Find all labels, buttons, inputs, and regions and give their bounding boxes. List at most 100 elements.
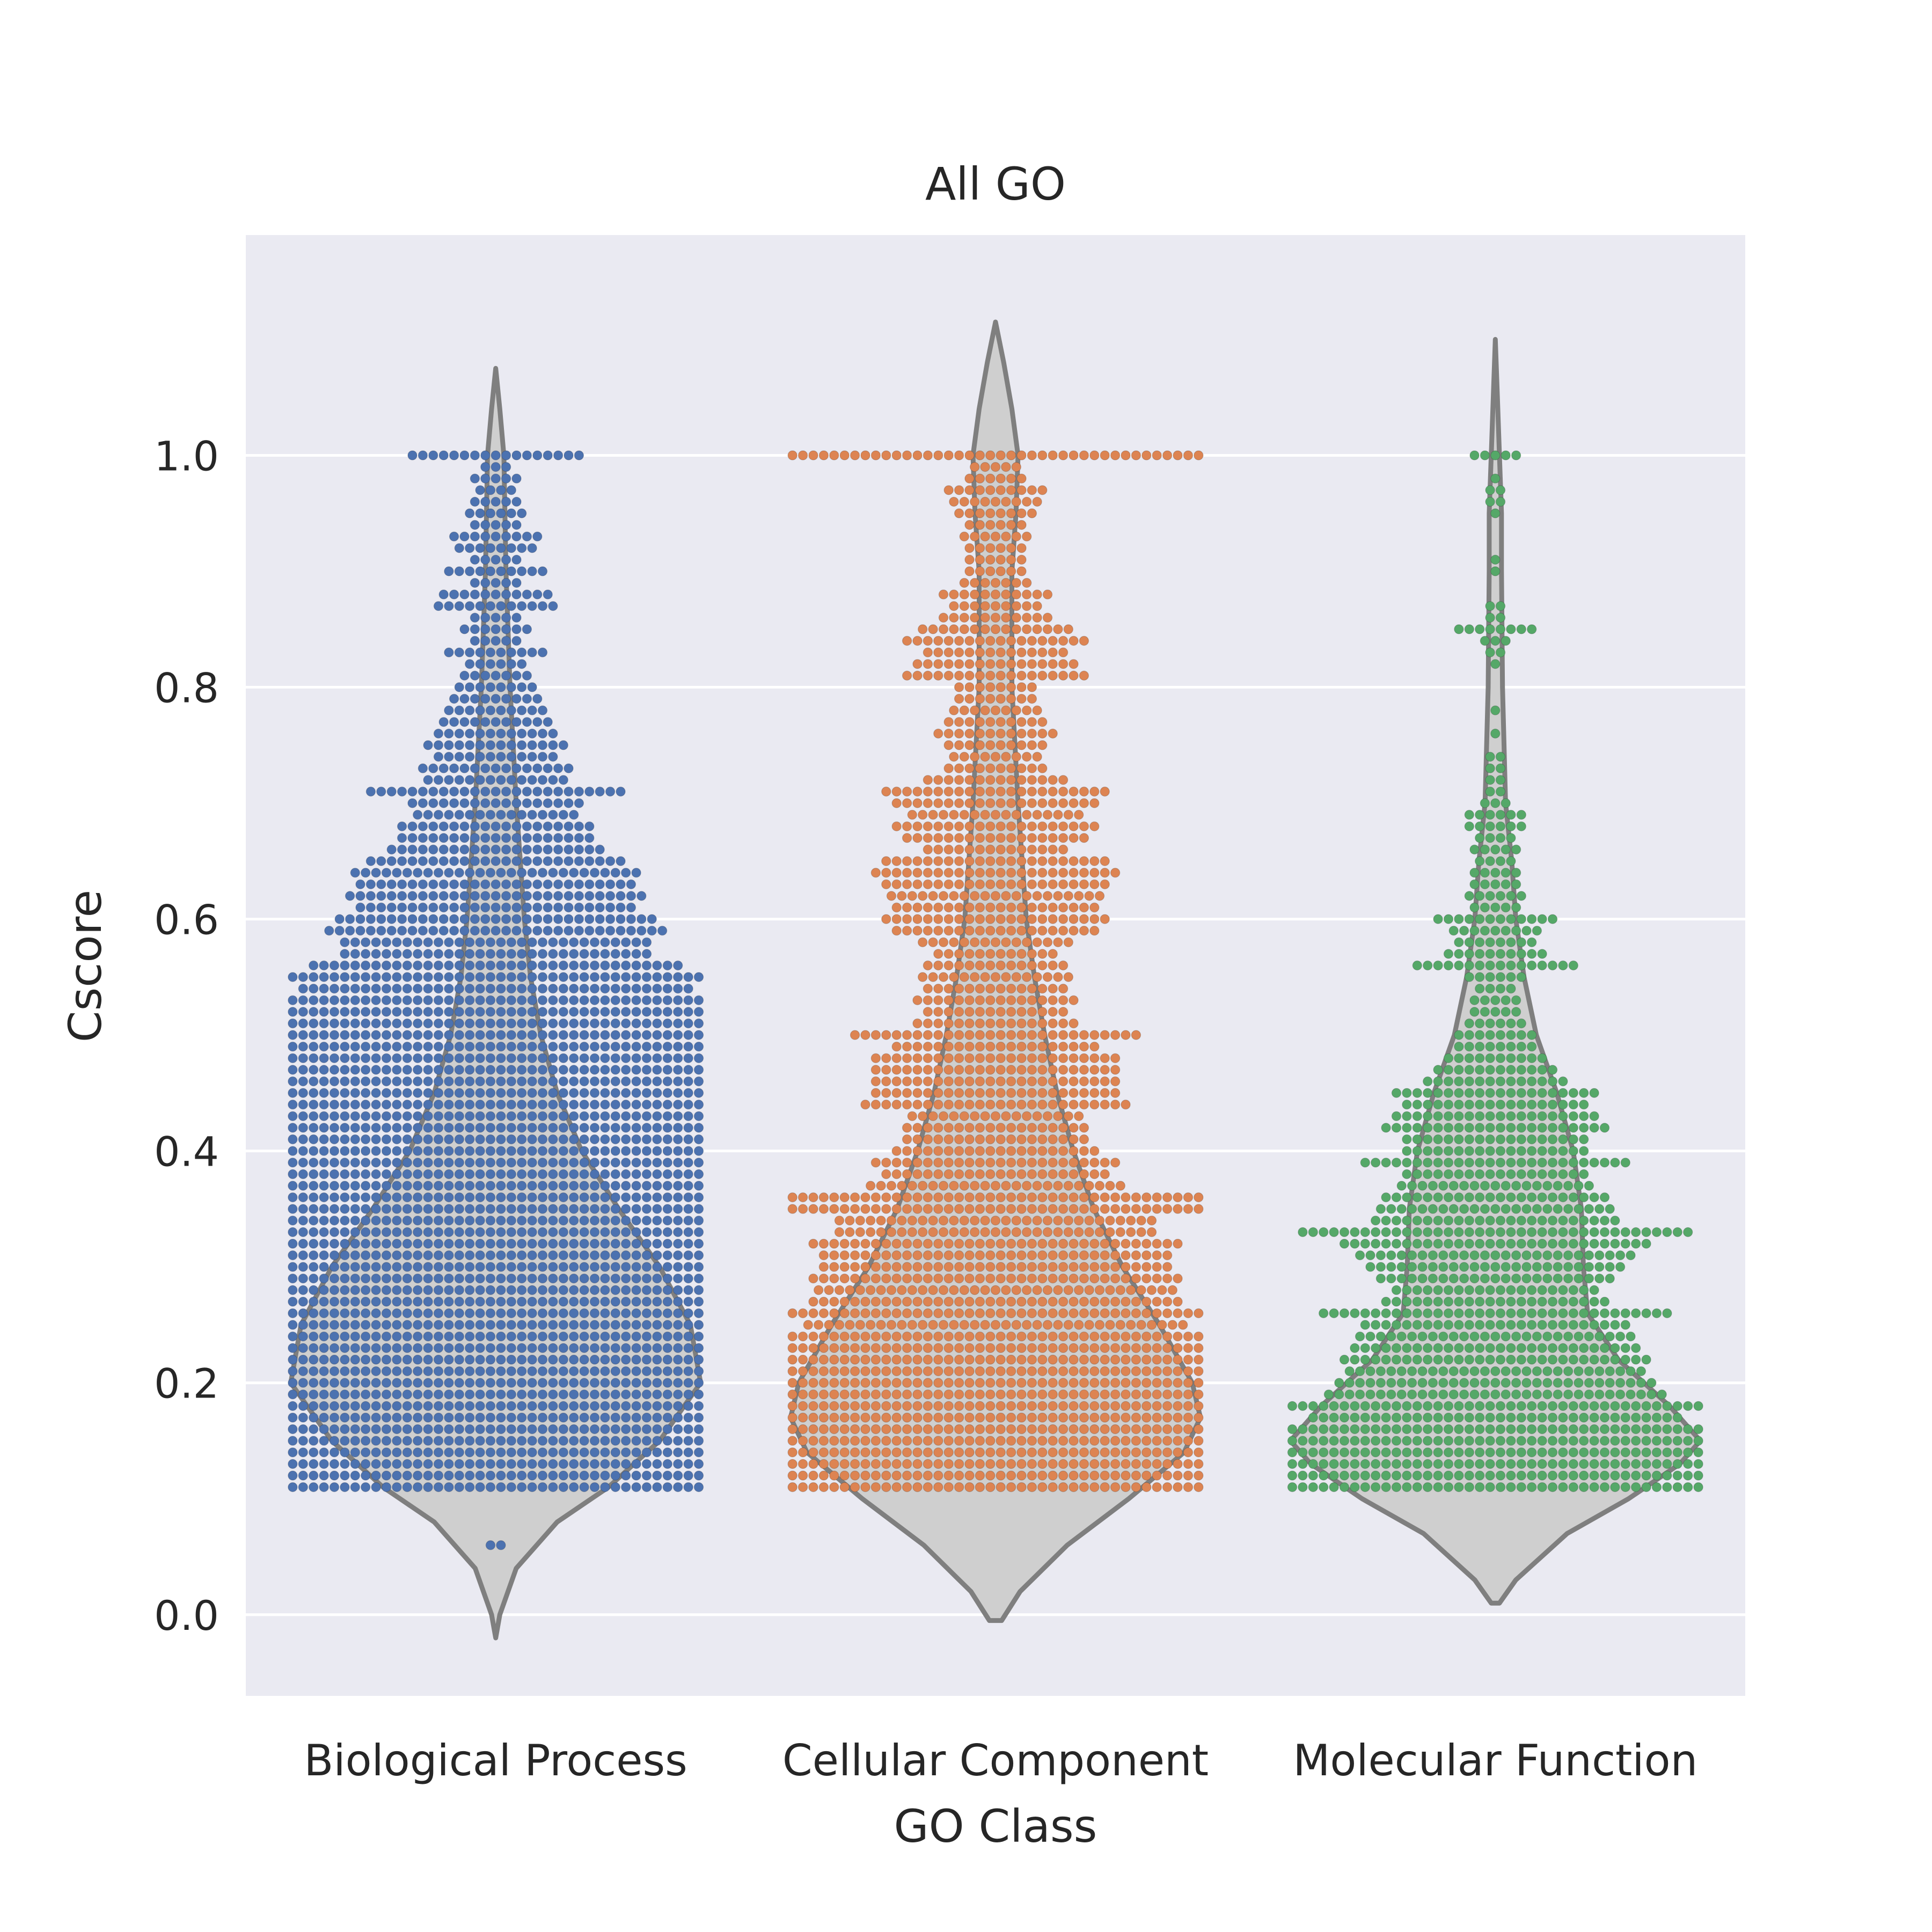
swarm-point	[1048, 833, 1058, 843]
swarm-point	[870, 1192, 881, 1203]
swarm-point	[1578, 1447, 1589, 1458]
swarm-point	[1365, 1378, 1375, 1388]
swarm-point	[1438, 1366, 1448, 1377]
swarm-point	[1079, 821, 1089, 832]
swarm-point	[996, 902, 1006, 913]
swarm-point	[985, 519, 996, 530]
swarm-point	[1100, 1239, 1110, 1249]
swarm-point	[1079, 1366, 1089, 1377]
swarm-point	[912, 1041, 923, 1052]
swarm-point	[309, 972, 319, 982]
swarm-point	[996, 682, 1006, 692]
swarm-point	[1599, 1343, 1610, 1353]
swarm-point	[444, 1401, 454, 1411]
swarm-point	[1370, 1343, 1381, 1353]
swarm-point	[954, 1355, 964, 1365]
swarm-point	[1672, 1459, 1682, 1469]
swarm-point	[902, 1436, 912, 1446]
swarm-point	[662, 1192, 673, 1203]
swarm-point	[558, 1401, 569, 1411]
swarm-point	[1110, 1158, 1121, 1168]
swarm-point	[470, 717, 480, 727]
swarm-point	[402, 1030, 413, 1040]
swarm-point	[543, 844, 553, 855]
swarm-point	[413, 995, 423, 1006]
swarm-point	[641, 1181, 652, 1191]
swarm-point	[1037, 1470, 1048, 1481]
swarm-point	[1069, 1297, 1079, 1307]
swarm-point	[319, 1076, 329, 1087]
swarm-point	[459, 589, 470, 599]
swarm-point	[787, 1389, 797, 1400]
swarm-point	[298, 1146, 309, 1156]
swarm-point	[309, 1413, 319, 1423]
swarm-point	[579, 1262, 589, 1272]
swarm-point	[975, 508, 985, 518]
swarm-point	[543, 879, 553, 890]
swarm-point	[902, 1065, 912, 1075]
swarm-point	[1079, 914, 1089, 924]
swarm-point	[797, 1470, 808, 1481]
swarm-point	[1053, 624, 1063, 634]
swarm-point	[610, 1331, 621, 1342]
swarm-point	[1402, 1482, 1412, 1492]
swarm-point	[381, 1088, 392, 1098]
swarm-point	[444, 1088, 454, 1098]
swarm-point	[386, 879, 397, 890]
swarm-point	[444, 1158, 454, 1168]
swarm-point	[475, 1134, 485, 1145]
swarm-point	[407, 879, 418, 890]
swarm-point	[1578, 1413, 1589, 1423]
swarm-point	[517, 1366, 527, 1377]
swarm-point	[433, 1308, 444, 1319]
swarm-point	[371, 1053, 381, 1064]
swarm-point	[288, 972, 298, 982]
swarm-point	[1162, 450, 1173, 460]
swarm-point	[1069, 1250, 1079, 1261]
swarm-point	[558, 775, 569, 785]
swarm-point	[413, 1378, 423, 1388]
swarm-point	[1089, 1030, 1100, 1040]
swarm-point	[975, 867, 985, 878]
swarm-point	[1412, 1482, 1422, 1492]
swarm-point	[954, 1297, 964, 1307]
swarm-point	[990, 937, 1001, 948]
swarm-point	[288, 1447, 298, 1458]
swarm-point	[933, 1134, 943, 1145]
swarm-point	[413, 1181, 423, 1191]
swarm-point	[985, 949, 996, 959]
swarm-point	[548, 1123, 558, 1133]
swarm-point	[954, 670, 964, 681]
swarm-point	[990, 624, 1001, 634]
swarm-point	[485, 543, 496, 553]
swarm-point	[662, 1146, 673, 1156]
swarm-point	[376, 925, 386, 936]
swarm-point	[402, 1262, 413, 1272]
swarm-point	[340, 1459, 350, 1469]
swarm-point	[1006, 473, 1016, 484]
swarm-point	[392, 1459, 402, 1469]
swarm-point	[1037, 1239, 1048, 1249]
swarm-point	[1417, 1378, 1428, 1388]
swarm-point	[1308, 1424, 1318, 1435]
swarm-point	[1422, 1459, 1433, 1469]
swarm-point	[1474, 1355, 1485, 1365]
swarm-point	[943, 659, 954, 669]
swarm-point	[527, 1308, 537, 1319]
swarm-point	[985, 647, 996, 657]
swarm-point	[829, 1459, 839, 1469]
swarm-point	[527, 960, 537, 971]
swarm-point	[933, 1343, 943, 1353]
swarm-point	[683, 1308, 693, 1319]
swarm-point	[361, 1111, 371, 1121]
swarm-point	[537, 1134, 548, 1145]
swarm-point	[340, 1285, 350, 1296]
swarm-point	[459, 786, 470, 797]
swarm-point	[1094, 1227, 1105, 1238]
swarm-point	[1474, 1482, 1485, 1492]
swarm-point	[465, 1169, 475, 1180]
swarm-point	[475, 1053, 485, 1064]
swarm-point	[1042, 891, 1053, 901]
swarm-point	[1365, 1389, 1375, 1400]
swarm-point	[1542, 1366, 1553, 1377]
